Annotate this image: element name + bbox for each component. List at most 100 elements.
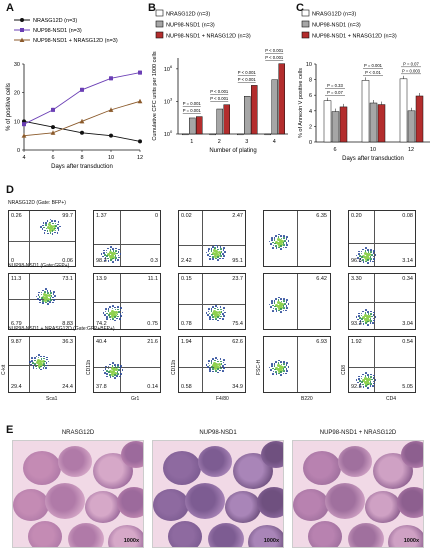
event-dot (209, 370, 211, 372)
x-axis-label-b: Number of plating (209, 148, 256, 154)
event-dot (364, 375, 367, 377)
event-dot (52, 224, 56, 228)
event-dot (365, 322, 367, 324)
event-dot (112, 368, 116, 372)
event-dot (40, 293, 43, 296)
event-dot (112, 310, 116, 314)
event-dot (220, 315, 222, 318)
bar-b (237, 133, 244, 136)
quadrant-percent: 8.83 (62, 321, 73, 327)
flow-plot: 0.15 23.7 0.78 75.4 (178, 273, 246, 330)
event-dot (210, 310, 213, 312)
event-dot (365, 309, 367, 311)
event-dot (370, 248, 372, 251)
quadrant-line-horizontal (349, 301, 415, 303)
event-dot (40, 363, 44, 367)
event-dot (278, 367, 282, 371)
event-dot (46, 290, 49, 292)
bar-c (399, 78, 408, 143)
event-dot (285, 241, 288, 244)
event-dot (105, 370, 108, 372)
event-dot (46, 364, 48, 367)
legend-label-b-0: NRASG12D (n=3) (166, 12, 210, 18)
event-dot (359, 322, 361, 325)
legend-swatch-b-0 (155, 9, 164, 17)
event-dot (361, 318, 363, 320)
event-dot (365, 260, 367, 263)
pval-label-b: P < 0.001 (265, 48, 284, 53)
bar-b (216, 108, 223, 135)
event-dot (359, 385, 361, 388)
event-dot (277, 242, 281, 246)
flow-x-axis-label: Sca1 (46, 396, 58, 402)
event-dot (360, 252, 363, 255)
quadrant-percent: 0.26 (11, 213, 22, 219)
event-dot (47, 360, 50, 363)
event-dot (270, 306, 272, 308)
quadrant-percent: 6.42 (316, 276, 327, 282)
event-dot (280, 248, 282, 250)
event-dot (284, 240, 286, 242)
event-dot (277, 299, 280, 301)
event-dot (42, 289, 44, 292)
event-dot (272, 307, 275, 310)
bar-c (331, 111, 340, 143)
event-dot (37, 356, 40, 359)
quadrant-percent: 24.4 (62, 384, 73, 390)
cell (248, 525, 283, 547)
quadrant-percent: 11.3 (11, 276, 22, 282)
magnification-label: 1000x (403, 538, 419, 544)
event-dot (215, 244, 217, 247)
event-dot (109, 373, 111, 376)
event-dot (110, 252, 114, 256)
bar-b (209, 133, 216, 136)
event-dot (272, 244, 275, 247)
event-dot (54, 295, 57, 297)
quadrant-percent: 29.4 (11, 384, 22, 390)
event-dot (280, 235, 282, 237)
event-dot (28, 361, 31, 363)
pval-label-b: P < 0.001 (210, 89, 229, 94)
bar-c (377, 104, 386, 143)
event-dot (368, 253, 372, 257)
event-dot (117, 373, 119, 375)
quadrant-percent: 0.06 (62, 258, 73, 264)
x-tick-label-c: 6 (333, 147, 336, 153)
quadrant-percent: 0.20 (351, 213, 362, 219)
event-dot (365, 247, 367, 249)
event-dot (363, 252, 367, 256)
event-dot (114, 371, 118, 375)
x-tick-label-a: 10 (108, 155, 114, 161)
event-dot (360, 375, 363, 378)
event-dot (272, 367, 274, 370)
pval-label-b: P = 0.001 (183, 101, 202, 106)
event-dot (367, 251, 370, 253)
x-tick-label-a: 4 (22, 155, 25, 161)
flow-plot: 40.4 21.6 37.8 0.14 (93, 336, 161, 393)
event-dot (362, 320, 364, 323)
event-dot (119, 313, 122, 315)
event-dot (362, 386, 365, 388)
y-axis-label-a: % of positive cells (6, 83, 12, 131)
event-dot (111, 313, 115, 317)
event-dot (364, 257, 368, 261)
event-dot (270, 243, 272, 245)
event-dot (112, 250, 115, 252)
legend-marker-a-1 (20, 28, 24, 32)
y-axis-label-c: % of Annexin V positive cells (298, 68, 304, 138)
event-dot (212, 246, 214, 248)
cell (28, 521, 62, 547)
event-dot (47, 303, 49, 305)
event-dot (212, 364, 216, 368)
event-dot (222, 249, 225, 251)
event-dot (50, 294, 53, 297)
legend-swatch-c-1 (301, 20, 310, 28)
flow-row-title: NRASG12D (Gate: BFP+) (8, 200, 66, 206)
quadrant-percent: 0.15 (181, 276, 192, 282)
event-dot (369, 385, 372, 387)
event-dot (51, 230, 54, 232)
event-dot (371, 315, 373, 318)
event-dot (210, 308, 213, 310)
event-dot (210, 253, 213, 256)
event-dot (218, 250, 222, 254)
